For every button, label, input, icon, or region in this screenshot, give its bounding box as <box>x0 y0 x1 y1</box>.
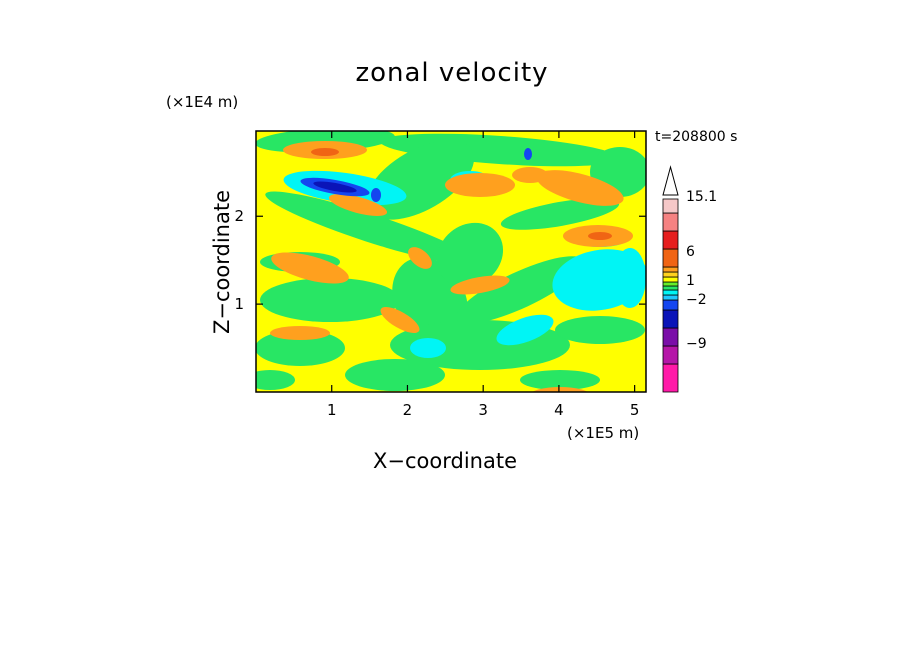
colorbar-segment <box>662 285 679 291</box>
contour-region <box>524 148 532 160</box>
x-axis: 1 2 3 4 5 <box>327 131 639 419</box>
contour-region <box>311 148 339 156</box>
contour-field <box>256 131 646 392</box>
y-axis: 12 <box>234 207 646 313</box>
colorbar-segment <box>662 198 679 214</box>
colorbar-segment <box>662 271 679 278</box>
colorbar-segment <box>662 276 679 283</box>
x-tick-label: 2 <box>403 401 413 419</box>
contour-region <box>256 330 345 366</box>
contour-region <box>380 307 420 333</box>
colorbar-segment <box>662 230 679 250</box>
contour-region <box>270 326 330 340</box>
colorbar-segment <box>662 363 679 393</box>
colorbar-segment <box>662 294 679 301</box>
colorbar-label: 1 <box>686 273 695 289</box>
colorbar-arrow <box>662 165 679 196</box>
colorbar: 15.1 6 1 −2 −9 <box>662 165 717 393</box>
contour-region <box>512 167 548 183</box>
x-tick-label: 4 <box>554 401 564 419</box>
x-tick-label: 3 <box>478 401 488 419</box>
time-label: t=208800 s <box>655 129 738 145</box>
contour-region <box>536 170 624 206</box>
x-tick-label: 1 <box>327 401 337 419</box>
contour-region <box>450 275 510 295</box>
x-axis-unit: (×1E5 m) <box>567 424 640 442</box>
contour-region <box>408 247 432 269</box>
x-tick-label: 5 <box>630 401 640 419</box>
contour-region <box>555 316 645 344</box>
y-tick-label: 2 <box>234 207 244 225</box>
contour-region <box>500 198 620 230</box>
colorbar-label: 6 <box>686 244 695 260</box>
contour-region <box>328 194 388 216</box>
colorbar-segment <box>662 299 679 311</box>
contour-region <box>265 191 475 265</box>
colorbar-label: −2 <box>686 292 707 308</box>
contour-region <box>436 222 504 288</box>
contour-region <box>260 278 400 322</box>
colorbar-segment <box>662 345 679 365</box>
contour-region <box>532 387 588 392</box>
colorbar-segment <box>662 266 679 273</box>
y-axis-unit: (×1E4 m) <box>166 93 239 111</box>
contour-region <box>256 370 295 390</box>
plot-frame <box>255 130 647 393</box>
colorbar-segment <box>662 309 679 329</box>
colorbar-label: 15.1 <box>686 189 717 205</box>
contour-region <box>410 338 446 358</box>
colorbar-segment <box>662 248 679 268</box>
colorbar-segment <box>662 212 679 232</box>
contour-region <box>371 188 381 202</box>
colorbar-segment <box>662 327 679 347</box>
contour-region <box>271 252 349 284</box>
contour-region <box>456 256 584 324</box>
contour-region <box>614 248 646 308</box>
x-axis-label: X−coordinate <box>373 449 517 473</box>
chart-title: zonal velocity <box>355 58 549 88</box>
colorbar-segment <box>662 289 679 296</box>
contour-region <box>496 314 554 346</box>
contour-region <box>588 232 612 240</box>
contour-region <box>313 181 357 193</box>
contour-region <box>345 359 445 391</box>
colorbar-label: −9 <box>686 336 707 352</box>
contour-region <box>520 370 600 390</box>
y-tick-label: 1 <box>234 295 244 313</box>
colorbar-segment <box>662 281 679 287</box>
contour-region <box>445 173 515 197</box>
